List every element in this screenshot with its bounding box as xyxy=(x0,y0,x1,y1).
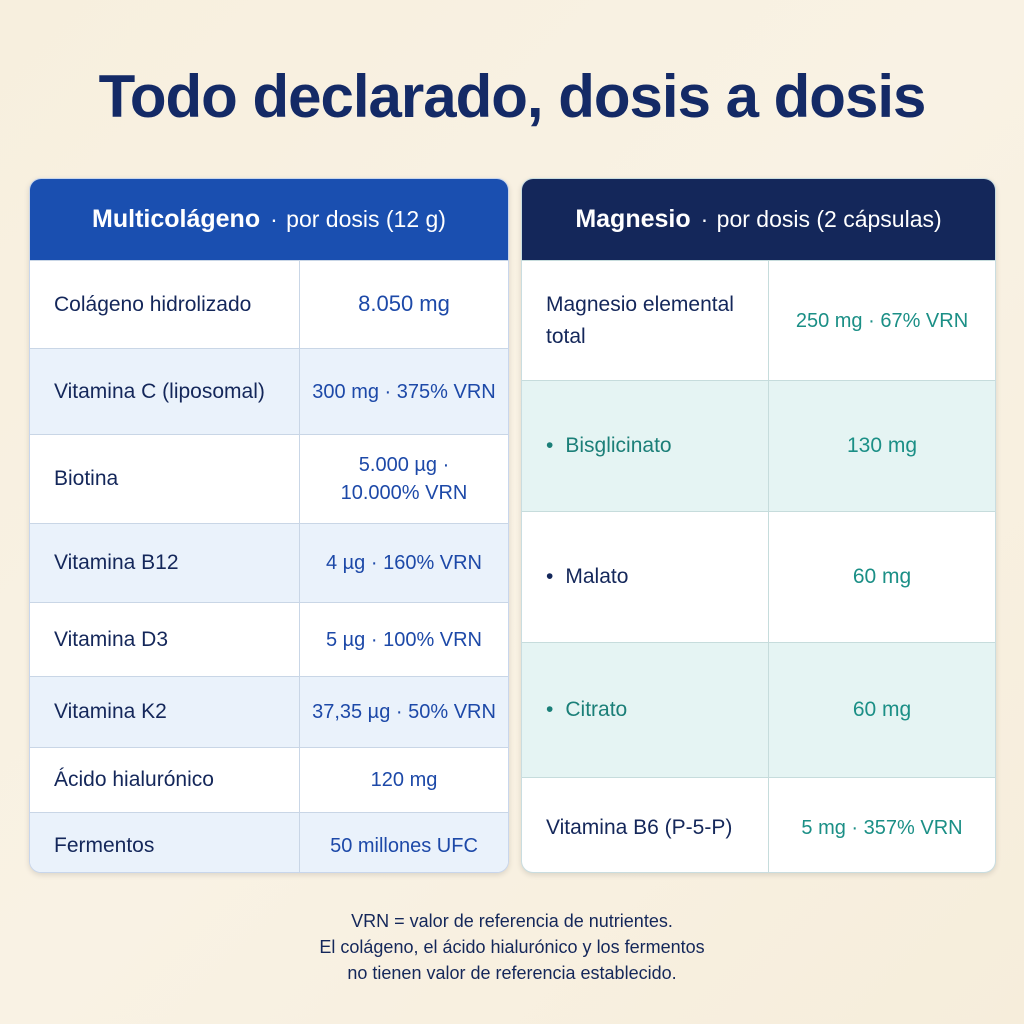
table-row: Colágeno hidrolizado 8.050 mg xyxy=(30,260,508,348)
nutrient-value: 130 mg xyxy=(846,434,918,458)
nutrient-name: Vitamina C (liposomal) xyxy=(30,349,300,434)
nutrient-name: • Malato xyxy=(522,512,769,642)
magnesio-card: Magnesio · por dosis (2 cápsulas) Magnes… xyxy=(521,178,996,873)
nutrient-value: 8.050 mg xyxy=(358,291,450,317)
nutrient-name: • Bisglicinato xyxy=(522,381,769,511)
nutrient-name: • Citrato xyxy=(522,643,769,777)
table-row: Vitamina C (liposomal) 300 mg · 375% VRN xyxy=(30,348,508,434)
magnesio-card-header: Magnesio · por dosis (2 cápsulas) xyxy=(522,179,995,260)
nutrient-value: 60 mg xyxy=(852,565,912,589)
nutrient-name: Ácido hialurónico xyxy=(30,748,300,812)
nutrient-name: Biotina xyxy=(30,435,300,523)
card-name: Magnesio xyxy=(575,205,691,233)
nutrient-name: Colágeno hidrolizado xyxy=(30,261,300,348)
nutrient-value: 60 mg xyxy=(852,698,912,722)
table-row: • Citrato 60 mg xyxy=(522,642,995,777)
page-title: Todo declarado, dosis a dosis xyxy=(98,63,927,130)
bullet-icon: • xyxy=(546,434,554,457)
bullet-icon: • xyxy=(546,698,554,721)
table-row: Vitamina K2 37,35 µg · 50% VRN xyxy=(30,676,508,747)
table-row: Fermentos 50 millones UFC xyxy=(30,812,508,872)
table-row: • Malato 60 mg xyxy=(522,511,995,642)
nutrient-value: 50 millones UFC xyxy=(330,835,478,857)
multicolageno-card-header: Multicolágeno · por dosis (12 g) xyxy=(30,179,508,260)
table-row: Ácido hialurónico 120 mg xyxy=(30,747,508,812)
table-row: Vitamina D3 5 µg · 100% VRN xyxy=(30,602,508,676)
table-row: • Bisglicinato 130 mg xyxy=(522,380,995,511)
card-subtitle: · por dosis (2 cápsulas) xyxy=(700,206,942,232)
footnote: VRN = valor de referencia de nutrientes.… xyxy=(0,908,1024,986)
nutrient-value: 300 mg · 375% VRN xyxy=(312,380,496,403)
multicolageno-card: Multicolágeno · por dosis (12 g) Colágen… xyxy=(29,178,509,873)
table-row: Vitamina B12 4 µg · 160% VRN xyxy=(30,523,508,602)
table-row: Vitamina B6 (P-5-P) 5 mg · 357% VRN xyxy=(522,777,995,872)
nutrient-value: 120 mg xyxy=(370,769,438,791)
nutrient-value: 37,35 µg · 50% VRN xyxy=(312,701,496,723)
nutrient-name: Magnesio elemental total xyxy=(522,261,769,380)
card-name: Multicolágeno xyxy=(92,205,261,233)
table-row: Biotina 5.000 µg · 10.000% VRN xyxy=(30,434,508,523)
table-row: Magnesio elemental total 250 mg · 67% VR… xyxy=(522,260,995,380)
nutrient-value: 5 µg · 100% VRN xyxy=(325,628,483,651)
footnote-line: VRN = valor de referencia de nutrientes. xyxy=(351,911,673,931)
nutrient-name: Vitamina D3 xyxy=(30,603,300,676)
nutrient-value: 250 mg · 67% VRN xyxy=(795,309,969,332)
bullet-icon: • xyxy=(546,565,554,588)
footnote-line: no tienen valor de referencia establecid… xyxy=(347,963,677,984)
nutrient-name: Vitamina K2 xyxy=(30,677,300,747)
footnote-line: El colágeno, el ácido hialurónico y los … xyxy=(319,937,705,958)
nutrient-name: Vitamina B6 (P-5-P) xyxy=(522,778,769,872)
nutrient-name: Fermentos xyxy=(30,813,300,872)
nutrient-value: 5 mg · 357% VRN xyxy=(801,816,963,839)
card-subtitle: · por dosis (12 g) xyxy=(270,206,446,232)
nutrient-value: 4 µg · 160% VRN xyxy=(325,552,483,574)
nutrient-name: Vitamina B12 xyxy=(30,524,300,602)
nutrient-value: 5.000 µg · 10.000% VRN xyxy=(340,454,468,504)
